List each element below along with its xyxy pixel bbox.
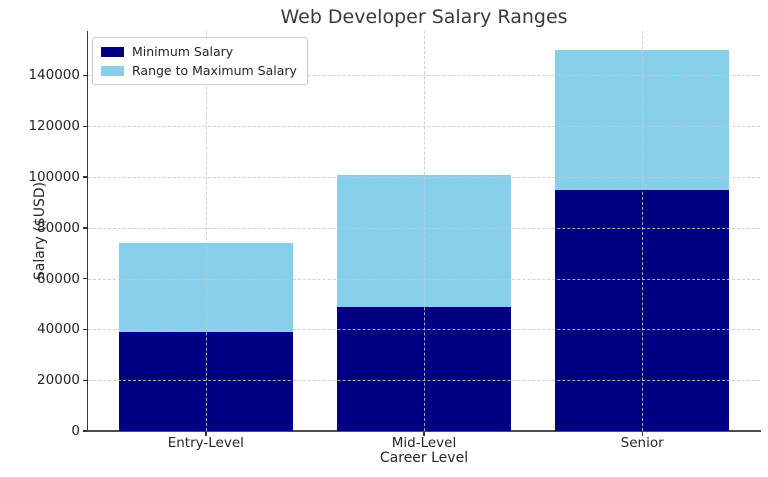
- x-tick-mark: [205, 431, 207, 436]
- legend-swatch: [101, 65, 124, 76]
- bar-segment-minimum-salary: [336, 306, 512, 431]
- y-tick-mark: [82, 176, 87, 178]
- y-tick-label: 40000: [37, 321, 80, 338]
- x-axis-label: Career Level: [379, 450, 469, 466]
- y-tick-label: 20000: [37, 372, 80, 389]
- y-tick-mark: [82, 125, 87, 127]
- vertical-gridline: [205, 31, 207, 431]
- chart-title: Web Developer Salary Ranges: [280, 6, 568, 28]
- y-tick-label: 80000: [37, 219, 80, 236]
- y-tick-mark: [82, 74, 87, 77]
- y-tick-mark: [82, 278, 87, 280]
- y-tick-mark: [82, 328, 87, 331]
- legend-item-label: Minimum Salary: [132, 44, 234, 59]
- legend-item-label: Range to Maximum Salary: [132, 63, 297, 78]
- legend-item: Range to Maximum Salary: [101, 63, 297, 78]
- legend-item: Minimum Salary: [101, 44, 297, 59]
- legend: Minimum Salary Range to Maximum Salary: [92, 37, 308, 85]
- bar-segment-range-to-maximum: [118, 243, 294, 332]
- x-tick-label: Senior: [620, 435, 664, 451]
- y-tick-label: 120000: [28, 118, 80, 135]
- x-tick-mark: [423, 431, 425, 436]
- y-axis-spine: [86, 31, 88, 431]
- y-tick-label: 140000: [28, 67, 80, 84]
- x-tick-label: Entry-Level: [167, 435, 244, 451]
- vertical-gridline: [424, 31, 425, 431]
- y-tick-mark: [82, 379, 87, 381]
- y-tick-label: 100000: [28, 169, 80, 186]
- y-tick-mark: [82, 227, 87, 229]
- bar-segment-minimum-salary: [118, 331, 294, 431]
- x-tick-mark: [641, 431, 643, 436]
- vertical-gridline: [642, 31, 644, 431]
- x-tick-label: Mid-Level: [391, 435, 457, 451]
- y-tick-mark: [82, 430, 87, 432]
- plot-area: [88, 31, 760, 431]
- y-tick-label: 0: [71, 423, 80, 439]
- y-tick-label: 60000: [37, 270, 80, 287]
- bar-segment-range-to-maximum: [336, 174, 512, 307]
- legend-swatch: [101, 46, 124, 57]
